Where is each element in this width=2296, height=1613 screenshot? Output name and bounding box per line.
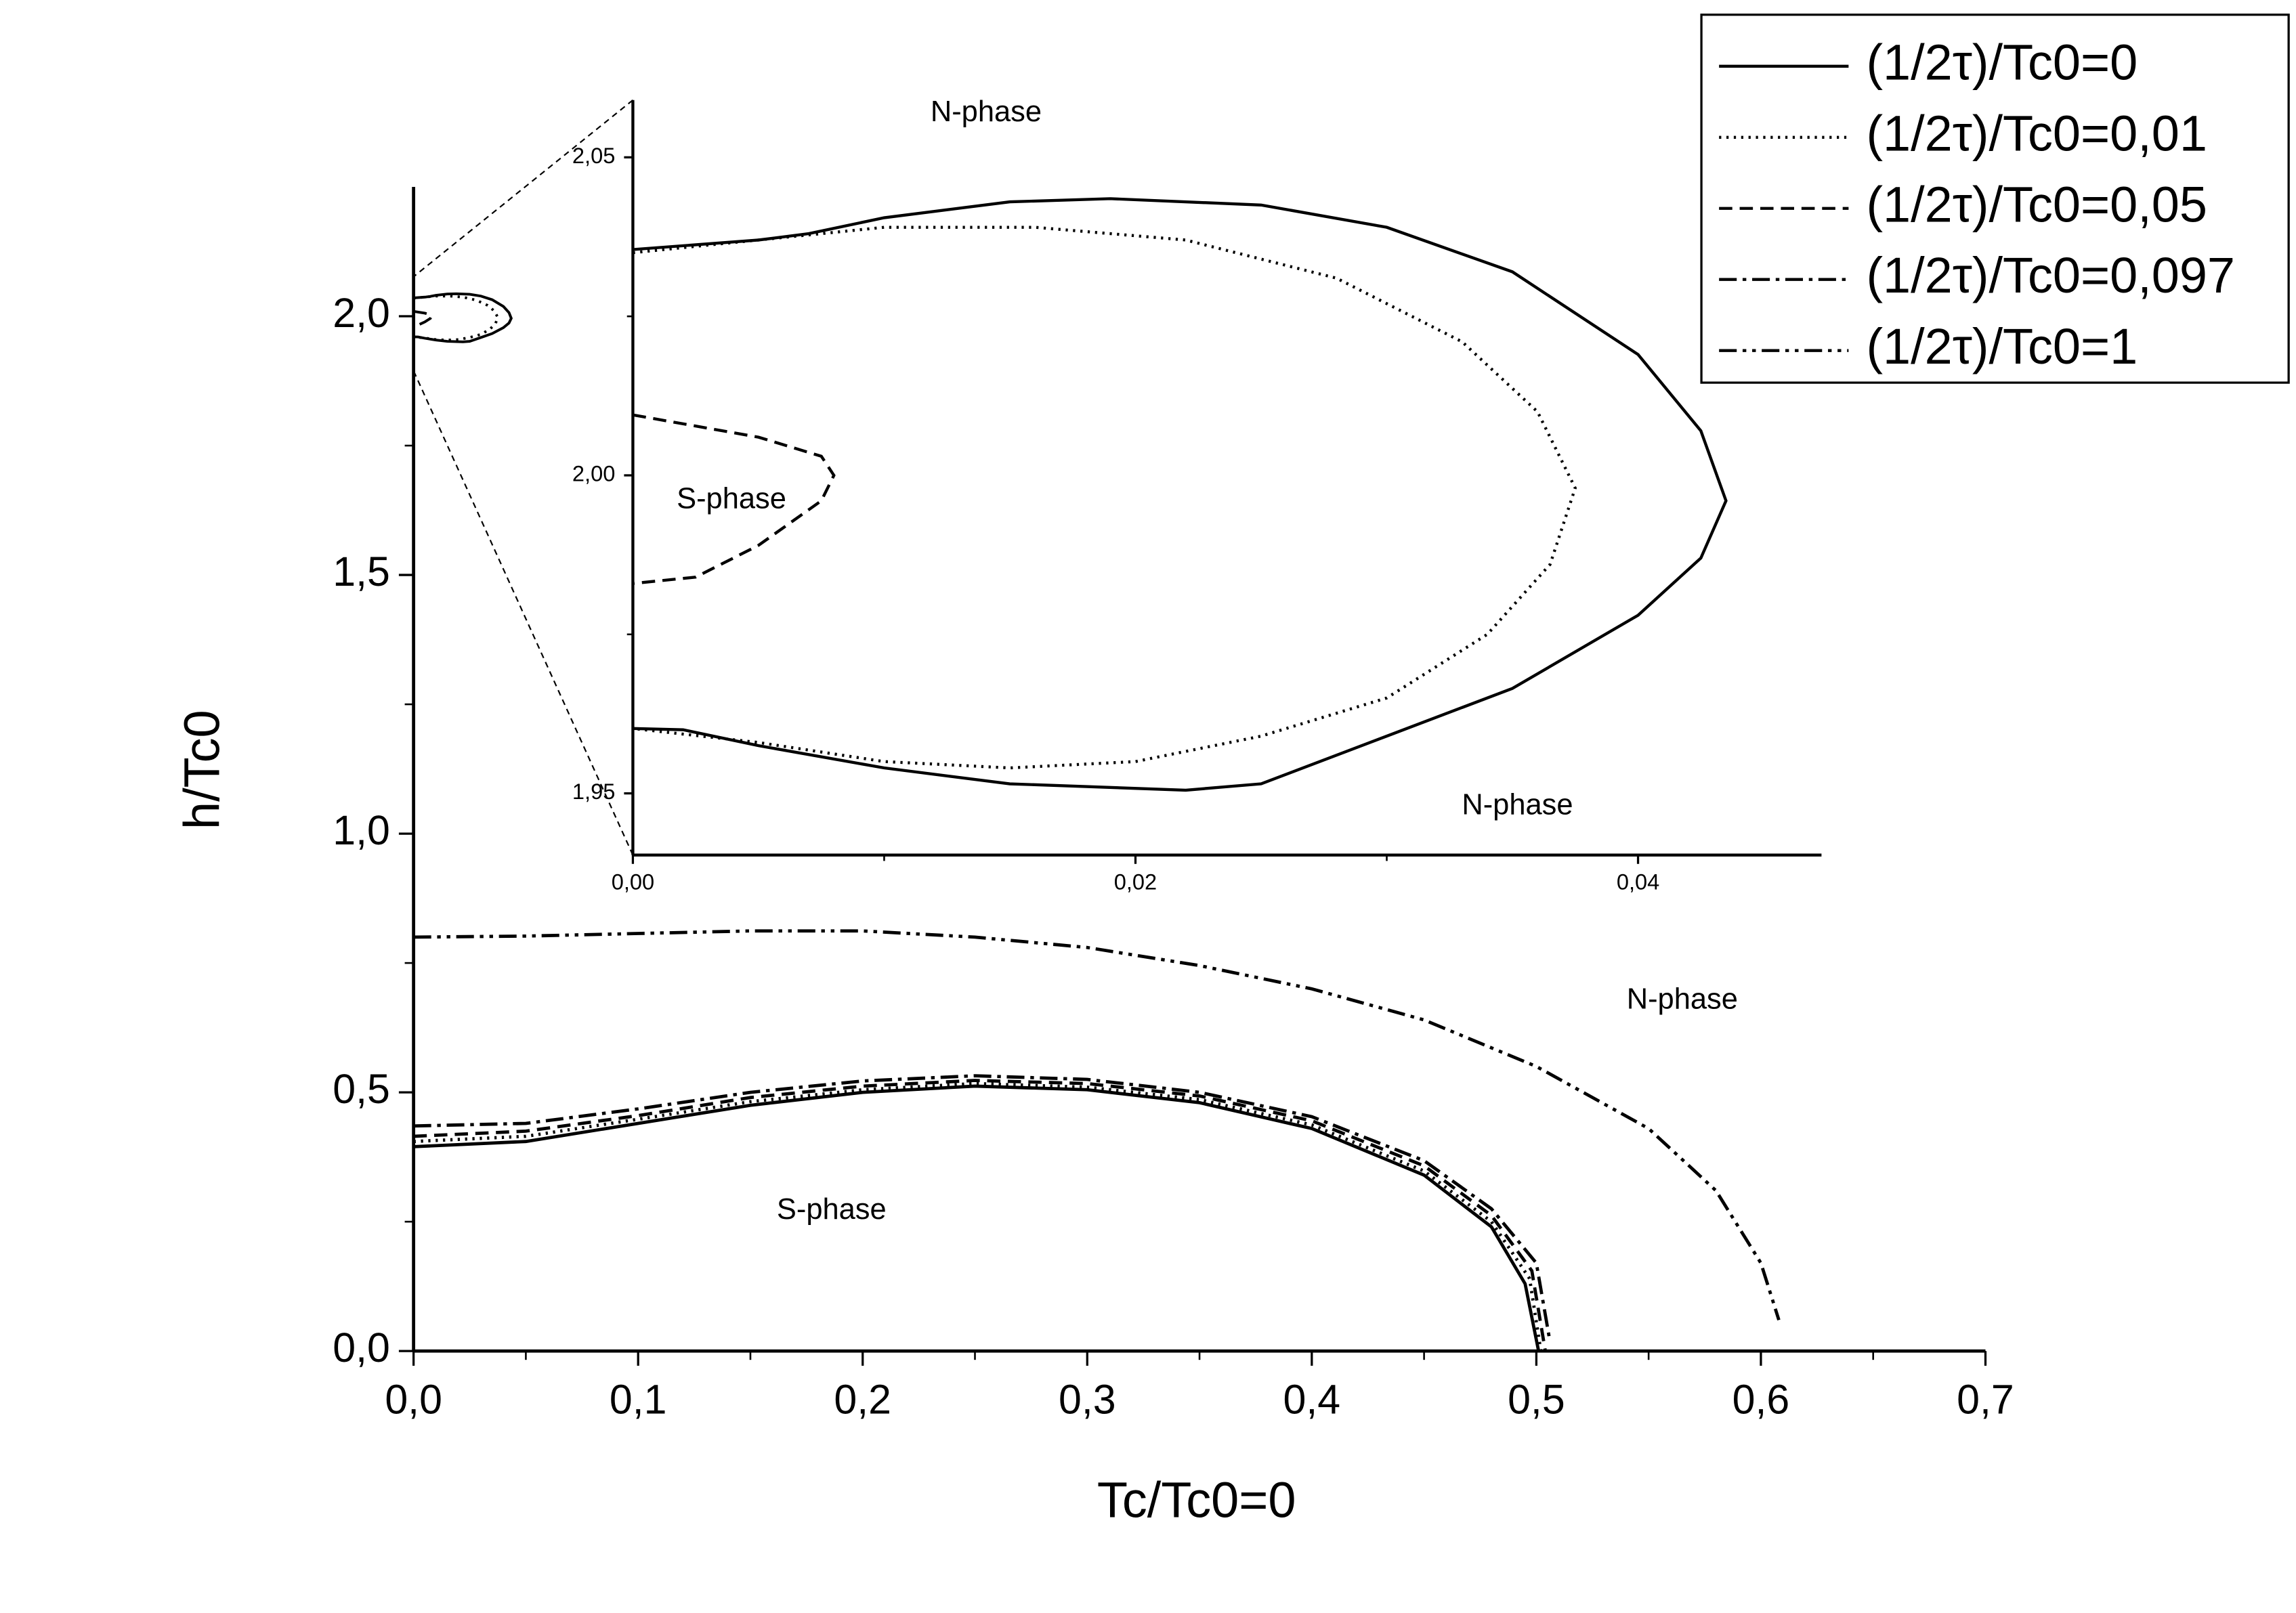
x-tick-label: 0,0 [385,1377,442,1423]
annotation: N-phase [1627,983,1738,1015]
y-tick-label: 1,5 [333,549,390,595]
series-line [633,225,1577,770]
legend-box [1700,14,2290,384]
series-line [413,1081,1543,1352]
legend-label: (1/2τ)/Tc0=0,01 [1866,105,2207,161]
y-tick-label: 1,0 [333,807,390,853]
series-line [633,197,1728,792]
series-line [413,1074,1552,1341]
x-tick-label: 0,3 [1059,1377,1116,1423]
y-tick-label: 2,00 [572,461,615,486]
series-line [413,1084,1541,1352]
y-tick-label: 0,0 [333,1325,390,1371]
x-tick-label: 0,04 [1617,869,1659,895]
y-tick-label: 0,5 [333,1066,390,1112]
series-line [413,929,1781,1321]
legend-label: (1/2τ)/Tc0=0 [1866,34,2138,90]
x-tick-label: 0,7 [1957,1377,2014,1423]
y-axis-label: h/Tc0 [174,710,230,830]
annotation: N-phase [1462,788,1573,821]
x-tick-label: 0,4 [1283,1377,1341,1423]
zoom-line [412,99,634,278]
x-tick-label: 0,00 [612,869,654,895]
x-tick-label: 0,6 [1732,1377,1790,1423]
x-tick-label: 0,2 [834,1377,891,1423]
series-line [633,413,836,585]
legend-label: (1/2τ)/Tc0=0,05 [1866,176,2207,232]
annotation: S-phase [777,1193,887,1226]
x-tick-label: 0,1 [610,1377,667,1423]
x-axis-label: Tc/Tc0=0 [1097,1472,1296,1528]
annotation: N-phase [931,95,1042,128]
x-tick-label: 0,5 [1508,1377,1565,1423]
x-tick-label: 0,02 [1114,869,1157,895]
legend-label: (1/2τ)/Tc0=1 [1866,318,2138,374]
annotation: S-phase [677,482,786,515]
zoom-preview-line [413,309,433,326]
y-tick-label: 2,0 [333,290,390,336]
legend-label: (1/2τ)/Tc0=0,097 [1866,247,2235,303]
y-tick-label: 2,05 [572,143,615,168]
y-tick-label: 1,95 [572,779,615,804]
